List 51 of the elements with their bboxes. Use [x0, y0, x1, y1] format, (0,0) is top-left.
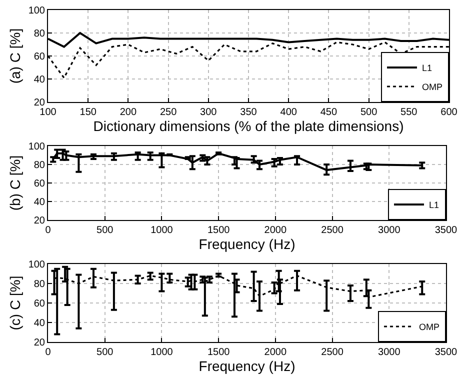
x-tick-label: 0	[45, 347, 52, 358]
x-tick-label: 200	[120, 107, 137, 118]
x-tick-label: 1500	[207, 347, 230, 358]
x-tick-label: 2500	[321, 225, 344, 236]
x-tick-label: 2500	[321, 347, 344, 358]
y-tick-label: 40	[34, 74, 46, 86]
x-tick-label: 2000	[264, 347, 287, 358]
x-tick-label: 250	[160, 107, 178, 118]
x-axis-title: Frequency (Hz)	[198, 358, 296, 374]
x-tick-label: 500	[96, 347, 114, 358]
y-tick-label: 60	[34, 178, 46, 190]
x-tick-label: 300	[200, 107, 218, 118]
y-tick-label: 100	[28, 260, 46, 270]
x-axis-title: Dictionary dimensions (% of the plate dimensions)	[93, 118, 404, 134]
y-tick-label: 80	[34, 279, 46, 290]
legend-label: L1	[422, 63, 432, 74]
y-axis-title: (b) C [%]	[6, 155, 23, 211]
y-axis-title: (a) C [%]	[6, 28, 23, 84]
legend-label: OMP	[422, 82, 443, 92]
y-tick-label: 20	[34, 98, 46, 108]
legend-label: OMP	[419, 322, 440, 332]
y-axis-title: (c) C [%]	[6, 276, 23, 330]
x-tick-label: 450	[320, 107, 338, 118]
x-tick-label: 550	[400, 107, 418, 118]
x-tick-label: 3500	[434, 347, 458, 358]
x-tick-label: 1000	[150, 225, 174, 236]
y-tick-label: 60	[34, 52, 46, 62]
x-tick-label: 3000	[378, 225, 401, 236]
y-tick-label: 100	[28, 142, 46, 152]
y-tick-label: 80	[34, 28, 46, 40]
y-tick-label: 40	[34, 197, 46, 208]
x-tick-label: 400	[280, 107, 298, 118]
x-tick-label: 350	[240, 107, 258, 118]
y-tick-label: 40	[34, 318, 46, 329]
x-tick-label: 1500	[207, 225, 230, 236]
x-tick-label: 3000	[378, 347, 401, 358]
y-tick-label: 20	[34, 216, 46, 226]
y-tick-label: 20	[34, 338, 46, 348]
x-tick-label: 600	[440, 107, 458, 118]
y-tick-label: 100	[28, 6, 46, 16]
x-tick-label: 500	[360, 107, 378, 118]
y-tick-label: 60	[34, 298, 46, 310]
legend-label: L1	[429, 200, 440, 210]
x-axis-title: Frequency (Hz)	[198, 236, 296, 252]
x-tick-label: 150	[80, 107, 97, 118]
x-tick-label: 0	[45, 225, 52, 236]
x-tick-label: 1000	[150, 347, 174, 358]
x-tick-label: 500	[96, 225, 114, 236]
x-tick-label: 2000	[264, 225, 287, 236]
y-tick-label: 80	[34, 160, 46, 171]
x-tick-label: 3500	[434, 225, 458, 236]
